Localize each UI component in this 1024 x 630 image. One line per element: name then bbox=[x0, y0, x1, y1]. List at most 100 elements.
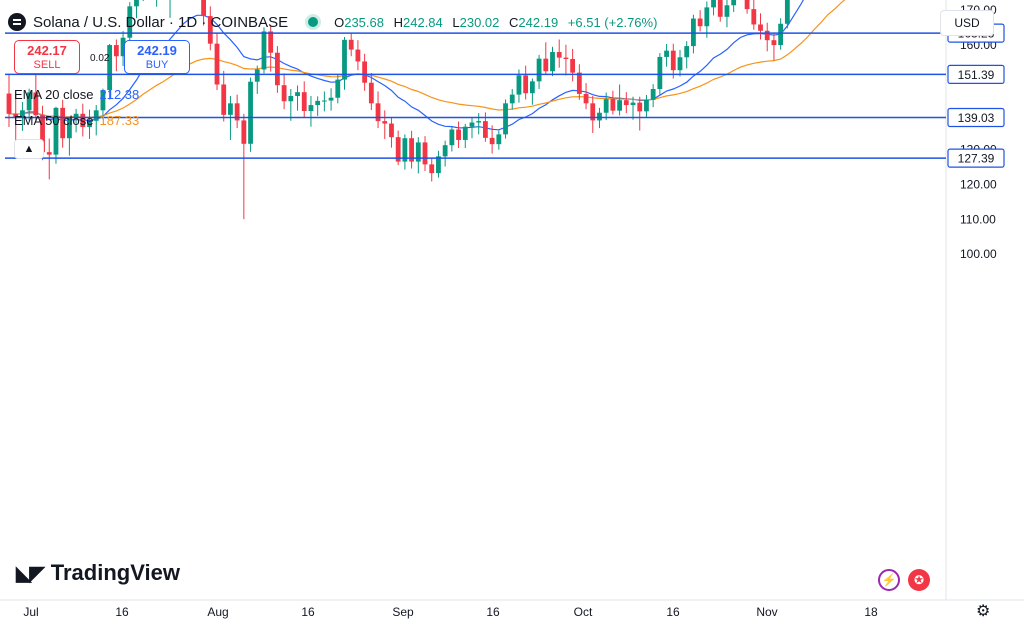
candle-body bbox=[120, 37, 126, 57]
chevron-up-icon: ▲ bbox=[23, 143, 35, 155]
candle-body bbox=[543, 58, 549, 72]
time-axis-tick: 16 bbox=[486, 605, 500, 619]
high-label: H bbox=[393, 14, 403, 30]
symbol-header: Solana / U.S. Dollar · 1D · COINBASE O23… bbox=[8, 9, 663, 35]
candle-body bbox=[462, 126, 468, 140]
candle-body bbox=[483, 121, 488, 138]
time-axis-tick: Oct bbox=[574, 605, 593, 619]
candle-body bbox=[536, 58, 542, 82]
candle-body bbox=[26, 92, 32, 111]
candle-body bbox=[66, 117, 72, 139]
candle-body bbox=[576, 72, 582, 94]
sell-button[interactable]: 242.17 SELL bbox=[14, 40, 80, 74]
candle-body bbox=[650, 89, 656, 100]
level-price-badge bbox=[947, 107, 1005, 128]
candle-body bbox=[476, 121, 482, 123]
high-value: 242.84 bbox=[403, 14, 443, 30]
price-axis-tick: 100.00 bbox=[960, 247, 997, 261]
candle-body bbox=[288, 95, 294, 102]
candle-body bbox=[248, 81, 253, 144]
candle-body bbox=[603, 99, 609, 113]
ohlc-readout: O235.68 H242.84 L230.02 C242.19 +6.51 (+… bbox=[334, 15, 663, 30]
candle-body bbox=[241, 120, 247, 144]
spread-value: 0.02 bbox=[90, 53, 110, 64]
lightning-icon[interactable]: ⚡ bbox=[878, 569, 900, 591]
buy-button[interactable]: 242.19 BUY bbox=[124, 40, 190, 74]
candle-body bbox=[731, 0, 737, 6]
candle-body bbox=[308, 105, 314, 111]
price-axis-tick: 110.00 bbox=[960, 212, 996, 226]
solana-logo-icon bbox=[8, 13, 26, 31]
candle-body bbox=[711, 0, 716, 8]
candle-body bbox=[670, 50, 676, 71]
candle-body bbox=[617, 100, 623, 111]
level-price-badge bbox=[947, 64, 1005, 85]
candle-body bbox=[771, 40, 777, 46]
open-value: 235.68 bbox=[344, 14, 384, 30]
candle-body bbox=[234, 103, 240, 121]
candle-body bbox=[389, 123, 394, 138]
candle-body bbox=[20, 110, 25, 118]
candle-body bbox=[610, 99, 616, 111]
time-axis-tick: Aug bbox=[207, 605, 228, 619]
candle-body bbox=[402, 138, 408, 162]
candle-body bbox=[623, 100, 629, 106]
candle-body bbox=[415, 142, 421, 162]
tradingview-logo[interactable]: ◣◤ TradingView bbox=[16, 560, 180, 586]
candle-body bbox=[556, 52, 562, 58]
candle-body bbox=[751, 9, 757, 25]
time-axis-tick: 16 bbox=[666, 605, 680, 619]
collapse-legend-button[interactable]: ▲ bbox=[14, 139, 44, 159]
candle-body bbox=[268, 31, 274, 53]
candle-body bbox=[529, 81, 535, 94]
tradingview-logo-icon: ◣◤ bbox=[16, 562, 45, 585]
candle-body bbox=[348, 39, 354, 50]
candle-body bbox=[80, 113, 86, 128]
candle-body bbox=[630, 102, 636, 106]
candle-body bbox=[321, 100, 327, 102]
currency-selector[interactable]: USD bbox=[940, 10, 994, 36]
low-value: 230.02 bbox=[459, 14, 500, 30]
ema50-label: EMA 50 close bbox=[14, 113, 94, 128]
change-value: +6.51 (+2.76%) bbox=[567, 14, 658, 30]
settings-icon[interactable]: ⚙ bbox=[976, 603, 991, 620]
price-axis-tick: 120.00 bbox=[960, 177, 997, 191]
symbol-title[interactable]: Solana / U.S. Dollar · 1D · COINBASE bbox=[33, 13, 289, 31]
candle-body bbox=[744, 0, 750, 10]
ema50-line bbox=[8, 0, 846, 118]
level-price-label: 139.03 bbox=[958, 111, 995, 125]
candle-body bbox=[46, 152, 52, 155]
candle-body bbox=[214, 43, 220, 85]
close-label: C bbox=[509, 14, 519, 30]
candle-body bbox=[100, 90, 106, 111]
candle-body bbox=[449, 129, 455, 146]
time-axis-tick: Jul bbox=[23, 605, 38, 619]
sell-price: 242.17 bbox=[27, 43, 67, 58]
candle-body bbox=[550, 52, 555, 72]
candle-body bbox=[704, 7, 710, 27]
candle-body bbox=[368, 82, 374, 104]
candle-body bbox=[436, 156, 441, 174]
candle-body bbox=[315, 100, 321, 106]
candle-body bbox=[33, 92, 39, 116]
candle-body bbox=[409, 138, 414, 162]
candle-body bbox=[335, 79, 341, 98]
ema20-legend[interactable]: EMA 20 close 212.38 bbox=[14, 87, 139, 102]
candle-body bbox=[691, 18, 696, 47]
us-flag-icon[interactable]: ✪ bbox=[908, 569, 930, 591]
candle-body bbox=[516, 75, 522, 95]
time-axis-tick: 18 bbox=[864, 605, 878, 619]
market-status-dot-icon bbox=[308, 17, 319, 27]
level-price-label: 127.39 bbox=[958, 152, 995, 166]
candle-body bbox=[677, 57, 683, 71]
candle-body bbox=[60, 107, 66, 139]
candle-body bbox=[657, 56, 663, 90]
ema50-legend[interactable]: EMA 50 close 187.33 bbox=[14, 113, 139, 128]
candle-body bbox=[254, 69, 260, 82]
candle-body bbox=[442, 145, 448, 157]
candle-body bbox=[382, 121, 388, 124]
close-value: 242.19 bbox=[518, 14, 559, 30]
candle-body bbox=[496, 134, 502, 145]
candle-body bbox=[73, 113, 79, 118]
